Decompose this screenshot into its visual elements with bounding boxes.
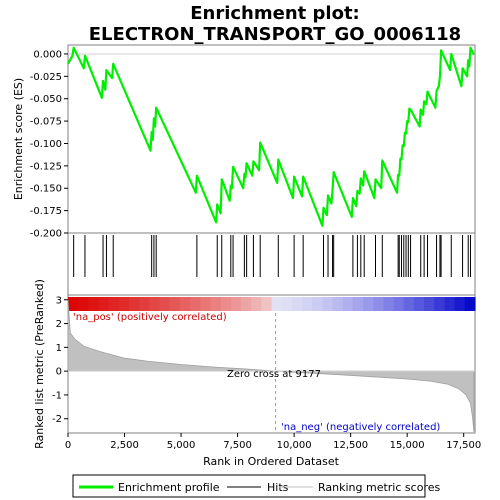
- colorbar-segment: [332, 297, 344, 311]
- x-tick-label: 0: [65, 440, 71, 451]
- colorbar-segment: [444, 297, 456, 311]
- colorbar-segment: [88, 297, 100, 311]
- colorbar-segment: [271, 297, 283, 311]
- zero-cross-label: Zero cross at 9177: [227, 369, 321, 380]
- x-tick-label: 12,500: [333, 440, 368, 451]
- x-tick-label: 15,000: [390, 440, 425, 451]
- legend-box: [72, 474, 426, 498]
- chart-title-line-2: ELECTRON_TRANSPORT_GO_0006118: [89, 24, 461, 45]
- x-tick-label: 7,500: [223, 440, 252, 451]
- metric-y-tick-label: 0: [56, 367, 62, 378]
- colorbar-segment: [302, 297, 313, 311]
- colorbar-segment: [322, 297, 334, 311]
- x-tick-label: 17,500: [446, 440, 481, 451]
- colorbar-segment: [281, 297, 293, 311]
- metric-y-tick-label: 2: [56, 319, 62, 330]
- metric-y-tick-label: -1: [52, 390, 62, 401]
- colorbar-segment: [454, 297, 466, 311]
- colorbar-segment: [200, 297, 212, 311]
- hit-markers: [73, 235, 471, 277]
- colorbar-segment: [464, 297, 476, 311]
- es-y-tick-label: 0.000: [33, 49, 62, 60]
- colorbar-segment: [261, 297, 273, 311]
- rank-colorbar: [68, 297, 476, 311]
- es-y-tick-label: -0.200: [30, 229, 62, 240]
- pos-correlation-label: 'na_pos' (positively correlated): [73, 312, 227, 323]
- colorbar-segment: [352, 297, 364, 311]
- metric-y-axis-label: Ranked list metric (PreRanked): [33, 279, 46, 449]
- es-y-axis-label: Enrichment score (ES): [12, 78, 25, 200]
- colorbar-segment: [159, 297, 171, 311]
- colorbar-segment: [220, 297, 232, 311]
- colorbar-segment: [68, 297, 79, 311]
- colorbar-segment: [139, 297, 150, 311]
- axes: 0.000 -0.025 -0.050 -0.075 -0.100 -0.125 -0.15…: [30, 49, 481, 451]
- colorbar-segment: [210, 297, 222, 311]
- colorbar-segment: [190, 297, 201, 311]
- colorbar-segment: [403, 297, 415, 311]
- es-y-tick-label: -0.050: [30, 94, 62, 105]
- colorbar-segment: [424, 297, 435, 311]
- colorbar-segment: [363, 297, 374, 311]
- ranking-metric-area: [67, 299, 475, 433]
- colorbar-segment: [393, 297, 405, 311]
- colorbar-segment: [291, 297, 303, 311]
- metric-y-tick-label: -2: [52, 414, 62, 425]
- colorbar-segment: [230, 297, 242, 311]
- ranking-metric-fill: [67, 299, 475, 432]
- colorbar-segment: [129, 297, 140, 311]
- colorbar-segment: [312, 297, 323, 311]
- enrichment-profile-series: [67, 46, 475, 227]
- legend-label-enrichment: Enrichment profile: [118, 481, 220, 494]
- x-axis-label: Rank in Ordered Dataset: [203, 455, 340, 468]
- es-y-tick-label: -0.175: [30, 206, 62, 217]
- enrichment-profile-line: [67, 46, 475, 227]
- colorbar-segment: [413, 297, 425, 311]
- hits-panel-frame: [67, 232, 476, 296]
- x-tick-label: 2,500: [110, 440, 139, 451]
- x-tick-label: 5,000: [167, 440, 196, 451]
- colorbar-segment: [169, 297, 181, 311]
- x-tick-label: 10,000: [277, 440, 312, 451]
- neg-correlation-label: 'na_neg' (negatively correlated): [281, 422, 440, 433]
- colorbar-segment: [118, 297, 130, 311]
- colorbar-segment: [149, 297, 161, 311]
- legend-label-hits: Hits: [267, 481, 289, 494]
- colorbar-segment: [240, 297, 252, 311]
- es-y-tick-label: -0.100: [30, 139, 62, 150]
- colorbar-segment: [342, 297, 354, 311]
- colorbar-segment: [251, 297, 262, 311]
- legend-label-ranking: Ranking metric scores: [318, 481, 440, 494]
- metric-y-tick-label: 3: [56, 295, 62, 306]
- es-y-tick-label: -0.025: [30, 72, 62, 83]
- colorbar-segment: [373, 297, 385, 311]
- colorbar-segment: [98, 297, 110, 311]
- metric-y-tick-label: 1: [56, 343, 62, 354]
- colorbar-segment: [434, 297, 446, 311]
- es-y-tick-label: -0.150: [30, 184, 62, 195]
- colorbar-segment: [179, 297, 191, 311]
- es-panel-frame: [67, 44, 476, 234]
- es-y-tick-label: -0.125: [30, 161, 62, 172]
- colorbar-segment: [108, 297, 120, 311]
- colorbar-segment: [383, 297, 395, 311]
- colorbar-segment: [78, 297, 89, 311]
- chart-title-line-1: Enrichment plot:: [190, 3, 360, 24]
- es-y-tick-label: -0.075: [30, 117, 62, 128]
